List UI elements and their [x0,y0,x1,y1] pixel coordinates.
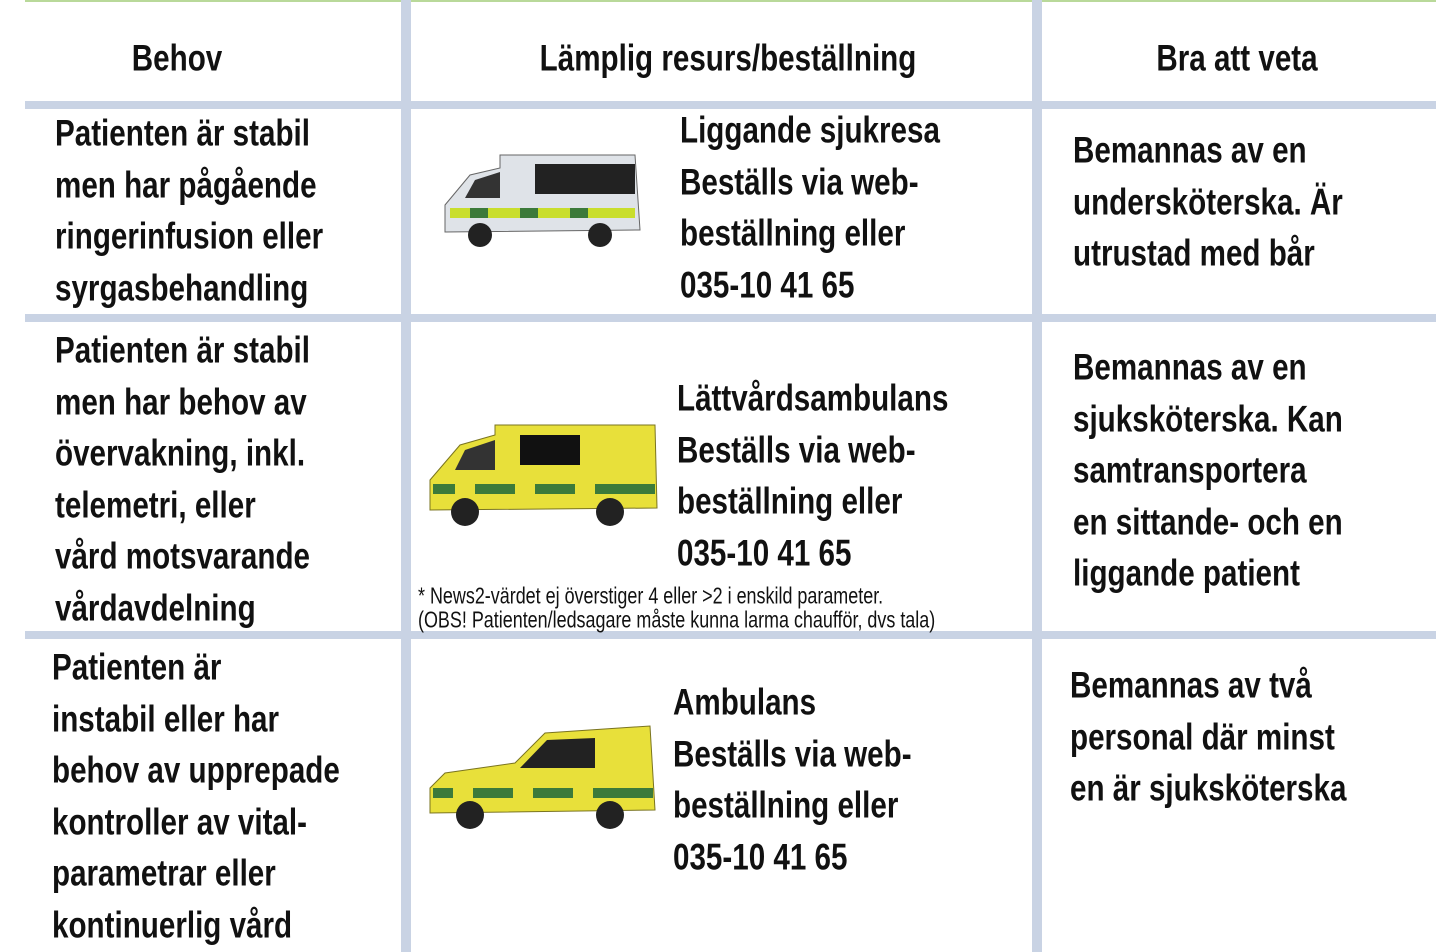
need-line: men har pågående [55,164,317,205]
footnote-line: * News2-värdet ej överstiger 4 eller >2 … [418,582,884,609]
row-divider [25,631,1436,639]
column-header: Lämplig resurs/beställning [539,37,917,79]
column-divider [1032,0,1042,952]
resource-line: beställning eller [677,480,903,522]
need-line: parametrar eller [52,852,276,894]
resource-line: Ambulans [673,681,817,723]
resource-line: Lättvårdsambulans [677,377,949,419]
footnote-line: (OBS! Patienten/ledsagare måste kunna la… [418,606,936,633]
need-line: vårdavdelning [55,587,256,628]
info-line: utrustad med bår [1073,232,1315,274]
info-line: en är sjuksköterska [1070,767,1347,809]
van-image [444,154,641,247]
row-divider [25,314,1436,322]
column-divider [401,0,411,952]
info-line: Bemannas av en [1073,129,1307,171]
row-divider [25,101,1436,109]
resource-line: beställning eller [680,212,906,254]
van-image [429,424,658,526]
resource-line: Beställs via web- [673,733,912,774]
info-line: personal där minst [1070,716,1335,757]
resource-line: beställning eller [673,784,899,826]
column-header: Bra att veta [1156,37,1318,79]
need-line: Patienten är stabil [55,112,310,154]
need-line: men har behov av [55,381,307,422]
need-line: syrgasbehandling [55,267,309,308]
info-line: liggande patient [1073,552,1300,594]
resource-line: 035-10 41 65 [673,836,848,877]
info-line: sjuksköterska. Kan [1073,398,1343,439]
need-line: instabil eller har [52,698,280,739]
need-line: behov av upprepade [52,749,340,791]
info-line: samtransportera [1073,449,1307,491]
need-line: Patienten är [52,646,222,688]
resource-line: Beställs via web- [680,161,919,202]
resource-line: Beställs via web- [677,429,916,470]
need-line: vård motsvarande [55,535,310,577]
info-line: Bemannas av en [1073,346,1307,388]
need-line: kontinuerlig vård [52,904,293,945]
resource-line: 035-10 41 65 [677,532,852,573]
need-line: kontroller av vital- [52,801,307,842]
need-line: övervakning, inkl. [55,432,306,474]
column-header: Behov [131,37,223,79]
info-line: en sittande- och en [1073,501,1343,542]
resource-line: 035-10 41 65 [680,264,855,305]
resource-line: Liggande sjukresa [680,109,940,151]
info-line: undersköterska. Är [1073,181,1343,222]
need-line: ringerinfusion eller [55,215,324,257]
van-image [429,725,656,829]
need-line: telemetri, eller [55,484,256,525]
need-line: Patienten är stabil [55,329,310,371]
info-line: Bemannas av två [1070,664,1312,706]
top-rule [25,0,1436,2]
